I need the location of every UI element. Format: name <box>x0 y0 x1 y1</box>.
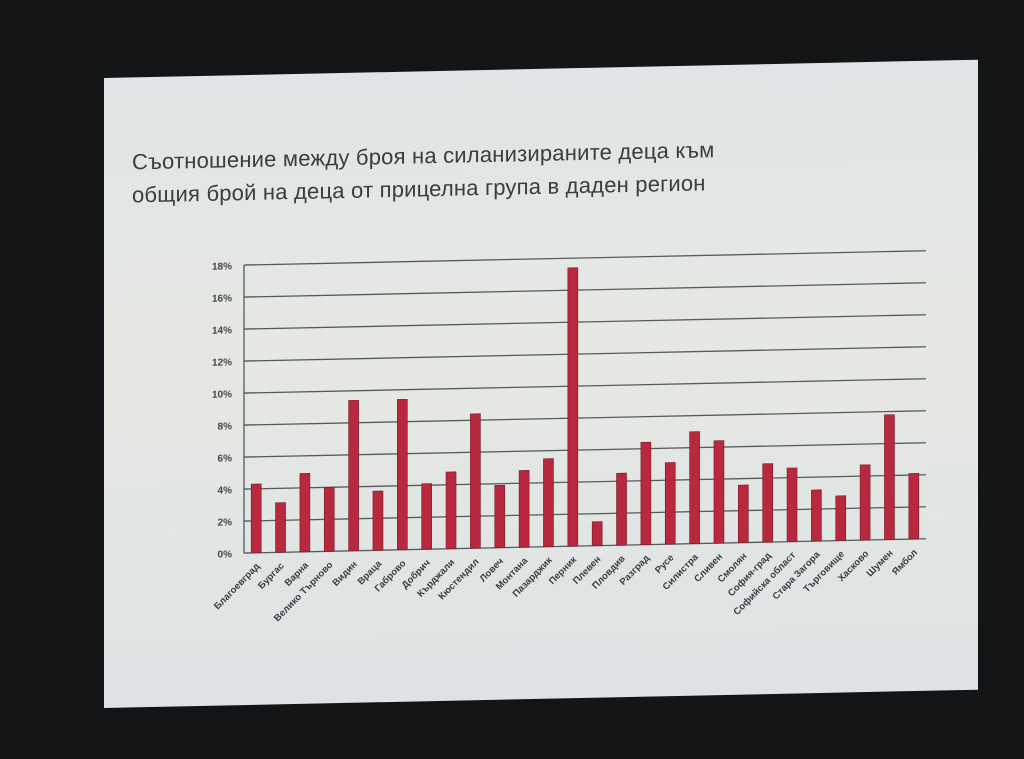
bar <box>348 399 359 552</box>
y-tick-label: 12% <box>212 357 232 368</box>
gridline <box>244 282 926 298</box>
bar <box>299 472 311 553</box>
bar-chart: 0% 2% 4% 6% 8% 10% 12% 14% 16% 18% БлагоевградБург… <box>212 250 926 624</box>
bar <box>786 467 798 542</box>
gridline <box>244 250 926 266</box>
y-tick-label: 18% <box>212 261 232 272</box>
bar <box>567 267 579 547</box>
bar <box>884 414 895 540</box>
bar <box>713 440 725 544</box>
x-tick-label: Ямбол <box>890 547 920 577</box>
bar <box>835 495 847 541</box>
gridline <box>244 378 926 394</box>
gridline <box>244 314 926 330</box>
bar <box>421 483 432 550</box>
bar <box>616 472 627 546</box>
y-tick-label: 2% <box>218 517 233 528</box>
bar <box>494 484 506 549</box>
bar <box>859 464 871 541</box>
bar <box>689 431 700 545</box>
x-tick-label: Шумен <box>865 548 896 579</box>
y-tick-label: 6% <box>218 453 233 464</box>
bar <box>445 471 457 550</box>
x-tick-label: Видин <box>331 559 360 589</box>
y-tick-label: 14% <box>212 325 232 336</box>
bar <box>470 413 481 549</box>
gridline <box>244 506 926 522</box>
slide: Съотношение между броя на силанизираните… <box>104 59 978 708</box>
gridline <box>244 346 926 362</box>
y-tick-label: 16% <box>212 293 232 304</box>
bar <box>543 458 554 548</box>
bar <box>397 398 408 551</box>
y-tick-label: 0% <box>218 549 233 560</box>
bar <box>664 462 676 545</box>
bar <box>275 502 286 553</box>
y-tick-label: 10% <box>212 389 232 400</box>
gridline <box>244 410 926 426</box>
bar <box>811 489 822 542</box>
gridline <box>244 538 926 554</box>
bar <box>372 490 384 551</box>
bar <box>518 469 530 548</box>
x-tick-label: Бургас <box>256 561 287 592</box>
bar <box>250 483 262 554</box>
bar <box>640 441 652 546</box>
y-tick-label: 8% <box>218 421 233 432</box>
y-tick-label: 4% <box>218 485 233 496</box>
bar <box>591 521 603 547</box>
bar <box>762 463 773 543</box>
bar <box>323 486 335 552</box>
bar <box>908 473 920 540</box>
x-tick-label: Благоевград <box>212 561 262 612</box>
gridline <box>244 474 926 490</box>
bar <box>738 484 749 544</box>
gridline <box>244 442 926 458</box>
